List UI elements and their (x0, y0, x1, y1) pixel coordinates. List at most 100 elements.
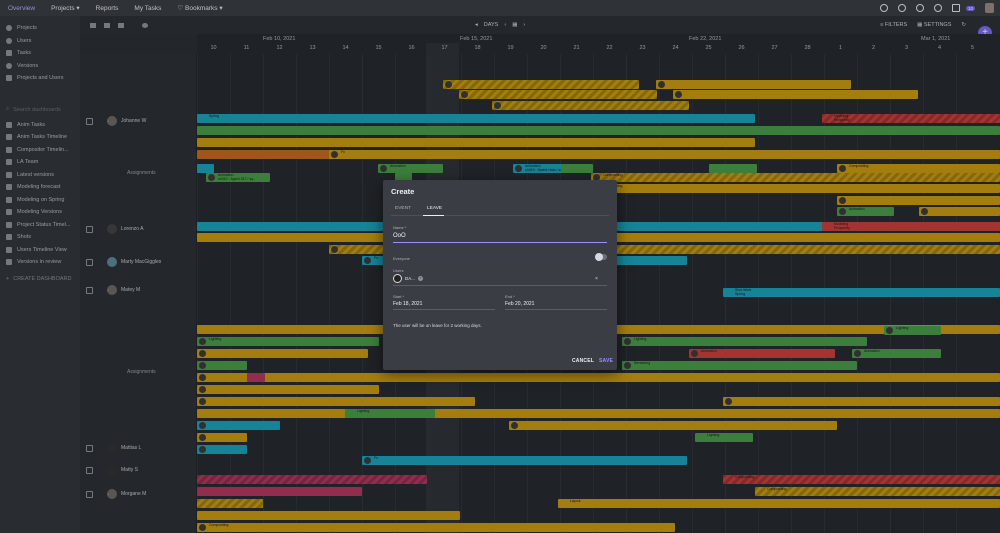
task-bar[interactable] (459, 90, 657, 99)
previous-icon[interactable]: ‹ (504, 22, 507, 28)
sidebar-item-users[interactable]: Users (0, 35, 80, 48)
task-bar[interactable]: Animation (837, 207, 894, 216)
tab-event[interactable]: EVENT (395, 206, 411, 211)
task-bar[interactable] (197, 150, 361, 159)
user-chip[interactable]: DA... × (393, 274, 424, 283)
task-bar[interactable] (197, 421, 280, 430)
sidebar-item-tasks[interactable]: Tasks (0, 47, 80, 60)
task-bar[interactable]: Compositing (837, 164, 1000, 173)
clock-icon[interactable] (879, 4, 888, 12)
sidebar-dashboard-item[interactable]: Versions in review (0, 256, 80, 269)
task-bar[interactable] (197, 397, 475, 406)
nav-overview[interactable]: Overview (8, 4, 36, 12)
filters-button[interactable]: ≡ FILTERS (880, 22, 907, 28)
task-bar[interactable]: Animation sh010 · Agent 327 / sq.. (206, 173, 270, 182)
task-bar[interactable] (197, 361, 247, 370)
nav-reports[interactable]: Reports (95, 4, 119, 12)
row-checkbox[interactable] (86, 466, 93, 474)
sync-icon[interactable] (897, 4, 906, 12)
sidebar-dashboard-item[interactable]: Anim Tasks (0, 119, 80, 132)
task-bar[interactable] (443, 80, 639, 89)
row-checkbox[interactable] (86, 258, 93, 266)
sidebar-dashboard-item[interactable]: Modeling Versions (0, 206, 80, 219)
sidebar-dashboard-item[interactable]: Users Timeline View (0, 244, 80, 257)
task-bar[interactable] (509, 421, 837, 430)
task-bar[interactable]: Compositing (591, 173, 1000, 182)
sidebar-dashboard-item[interactable]: Shots (0, 231, 80, 244)
task-bar[interactable]: Animation (689, 349, 835, 358)
inbox-icon[interactable] (951, 4, 960, 12)
task-bar[interactable] (656, 80, 851, 89)
task-bar[interactable] (197, 487, 362, 496)
task-bar[interactable] (197, 511, 460, 520)
task-bar[interactable] (329, 245, 1000, 254)
task-bar[interactable]: Fx (362, 456, 687, 465)
task-bar[interactable] (247, 373, 265, 382)
next-icon[interactable]: › (523, 22, 526, 28)
chevron-down-icon[interactable]: ⌄ (106, 491, 111, 497)
task-bar[interactable]: Spring (197, 114, 755, 123)
task-bar[interactable] (561, 164, 593, 173)
clear-users-icon[interactable]: × (595, 276, 598, 282)
task-bar[interactable] (837, 196, 1000, 205)
task-bar[interactable]: Animation (852, 349, 941, 358)
save-button[interactable]: SAVE (599, 358, 614, 364)
task-bar[interactable]: Lighting (345, 409, 435, 418)
task-bar[interactable] (197, 499, 263, 508)
name-field[interactable]: OoO (393, 233, 406, 239)
task-bar[interactable]: Compositing (723, 475, 1000, 484)
settings-cog-icon[interactable] (142, 22, 148, 28)
sidebar-dashboard-item[interactable]: LA Team (0, 156, 80, 169)
sidebar-dashboard-item[interactable]: Latest versions (0, 169, 80, 182)
refresh-icon[interactable] (915, 4, 924, 12)
task-bar[interactable] (723, 397, 1000, 406)
task-bar[interactable]: Rendering (622, 361, 857, 370)
task-bar[interactable]: Lighting (622, 337, 867, 346)
remove-chip-icon[interactable]: × (418, 276, 424, 281)
task-bar[interactable]: Compositing (591, 184, 1000, 193)
task-bar[interactable]: Lighting (884, 326, 941, 335)
sidebar-item-versions[interactable]: Versions (0, 60, 80, 73)
create-dashboard-button[interactable]: + CREATE DASHBOARD (0, 273, 80, 286)
everyone-toggle[interactable] (595, 253, 607, 261)
task-bar[interactable] (197, 349, 368, 358)
end-date-field[interactable]: Feb 20, 2021 (505, 301, 535, 307)
task-bar[interactable] (709, 164, 757, 173)
tab-leave[interactable]: LEAVE (423, 204, 445, 216)
task-bar[interactable]: Animation (378, 164, 443, 173)
nav-bookmarks[interactable]: ♡ Bookmarks ▾ (177, 5, 223, 12)
sidebar-dashboard-item[interactable]: Project Status Timel... (0, 219, 80, 232)
task-bar[interactable]: Lighting (197, 337, 379, 346)
row-checkbox[interactable] (86, 490, 93, 498)
task-bar[interactable]: Modeling Prosperity (822, 114, 1000, 123)
sidebar-dashboard-item[interactable]: Modeling forecast (0, 181, 80, 194)
row-checkbox[interactable] (86, 444, 93, 452)
grid-view-icon[interactable] (104, 22, 110, 28)
task-bar[interactable]: Shot Work Spring (723, 288, 1000, 297)
user-avatar[interactable] (985, 3, 994, 13)
task-bar[interactable]: Fx (329, 150, 1000, 159)
task-bar[interactable] (673, 90, 918, 99)
cancel-button[interactable]: CANCEL (572, 358, 595, 364)
sidebar-dashboard-item[interactable]: Anim Tasks Timeline (0, 131, 80, 144)
row-checkbox[interactable] (86, 286, 93, 294)
task-bar[interactable]: Lighting (695, 433, 753, 442)
task-bar[interactable] (197, 164, 214, 173)
board-view-icon[interactable] (118, 22, 124, 28)
task-bar[interactable]: Compositing (197, 523, 675, 532)
start-date-field[interactable]: Feb 18, 2021 (393, 301, 423, 307)
task-bar[interactable] (197, 126, 1000, 135)
nav-my-tasks[interactable]: My Tasks (134, 4, 162, 12)
task-bar[interactable] (197, 433, 247, 442)
task-bar[interactable]: Layout (558, 499, 1000, 508)
nav-projects[interactable]: Projects ▾ (51, 5, 80, 12)
list-view-icon[interactable] (90, 22, 96, 28)
task-bar[interactable] (919, 207, 1000, 216)
task-bar[interactable] (197, 409, 1000, 418)
days-selector[interactable]: DAYS (483, 22, 499, 28)
reload-icon[interactable]: ↻ (961, 22, 966, 28)
row-checkbox[interactable] (86, 117, 93, 125)
task-bar[interactable] (492, 101, 689, 110)
chevron-down-icon[interactable]: ⌄ (106, 287, 111, 293)
zoom-icon[interactable]: ◂ (475, 22, 478, 28)
